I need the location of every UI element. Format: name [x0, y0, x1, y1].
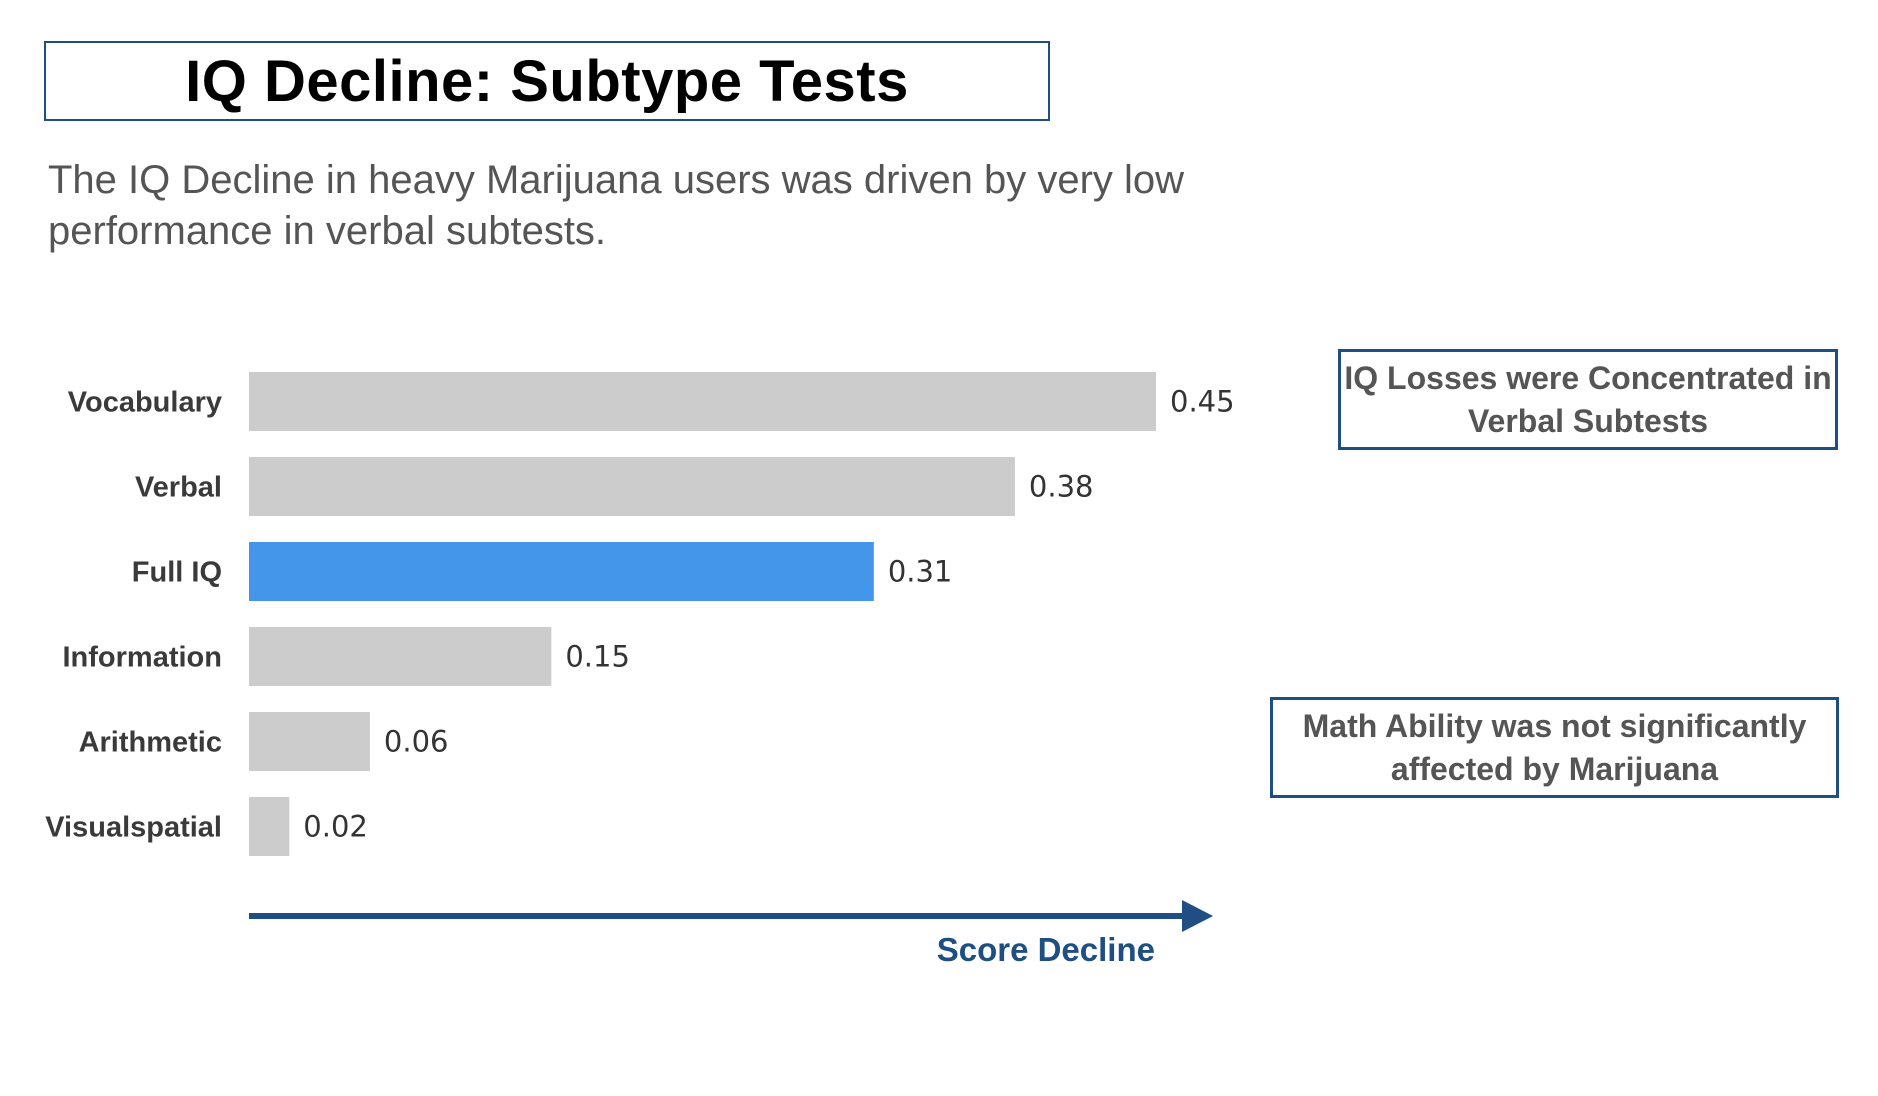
bar-vocabulary: [249, 372, 1156, 431]
note-math-text: Math Ability was not significantly affec…: [1302, 707, 1807, 787]
bar-arithmetic: [249, 712, 370, 771]
bars-group: Vocabulary 0.45 Verbal 0.38 Full IQ 0.31 Infor…: [45, 372, 1235, 856]
category-label-information: Information: [63, 642, 223, 674]
title-box: IQ Decline: Subtype Tests: [44, 41, 1050, 121]
note-verbal-text: IQ Losses were Concentrated in Verbal Su…: [1344, 359, 1832, 439]
bar-verbal: [249, 457, 1015, 516]
category-label-arithmetic: Arithmetic: [79, 727, 222, 759]
category-label-full-iq: Full IQ: [132, 557, 222, 589]
category-label-visualspatial: Visualspatial: [45, 812, 222, 844]
x-axis-arrow-head: [1182, 900, 1213, 932]
value-label-verbal: 0.38: [1029, 470, 1094, 504]
chart-subtitle: The IQ Decline in heavy Marijuana users …: [48, 158, 1185, 253]
value-label-full-iq: 0.31: [888, 555, 953, 589]
bar-visualspatial: [249, 797, 290, 856]
value-label-information: 0.15: [565, 640, 630, 674]
value-label-vocabulary: 0.45: [1170, 385, 1235, 419]
note-verbal-losses: IQ Losses were Concentrated in Verbal Su…: [1338, 349, 1838, 450]
value-label-visualspatial: 0.02: [303, 810, 368, 844]
chart-title: IQ Decline: Subtype Tests: [185, 48, 909, 114]
x-axis-title: Score Decline: [937, 931, 1155, 968]
bar-full-iq: [249, 542, 874, 601]
category-label-vocabulary: Vocabulary: [68, 387, 222, 419]
value-label-arithmetic: 0.06: [384, 725, 449, 759]
bar-information: [249, 627, 552, 686]
note-math-ability: Math Ability was not significantly affec…: [1270, 697, 1839, 798]
category-label-verbal: Verbal: [135, 472, 222, 504]
